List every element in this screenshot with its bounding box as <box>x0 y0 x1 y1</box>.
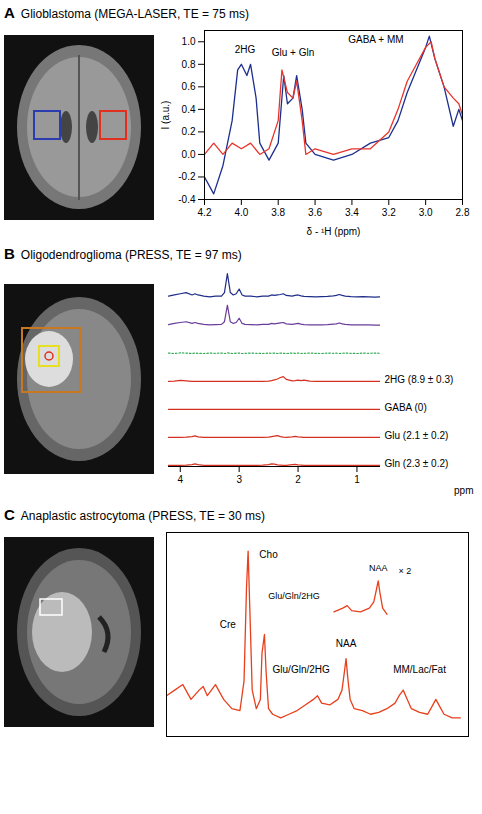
svg-text:MM/Lac/Fat: MM/Lac/Fat <box>393 664 446 675</box>
svg-text:3.0: 3.0 <box>419 207 433 218</box>
svg-text:Glu/Gln/2HG: Glu/Gln/2HG <box>273 664 330 675</box>
svg-text:1: 1 <box>354 474 360 485</box>
svg-text:0.6: 0.6 <box>182 81 196 92</box>
html-text:C Anaplastic astrocytoma (PRES: C Anaplastic astrocytoma (PRESS, TE = 30… <box>4 506 265 523</box>
svg-text:3.8: 3.8 <box>271 207 285 218</box>
svg-text:-0.4: -0.4 <box>178 194 196 205</box>
svg-text:2: 2 <box>295 474 301 485</box>
svg-text:× 2: × 2 <box>398 566 411 576</box>
svg-text:4.0: 4.0 <box>234 207 248 218</box>
svg-text:0.4: 0.4 <box>182 104 196 115</box>
svg-text:Glu/Gln/2HG: Glu/Gln/2HG <box>268 591 320 601</box>
svg-text:2HG: 2HG <box>235 44 256 55</box>
svg-text:-0.2: -0.2 <box>178 171 196 182</box>
svg-text:2HG (8.9 ± 0.3): 2HG (8.9 ± 0.3) <box>385 374 454 385</box>
svg-text:Cho: Cho <box>259 549 278 560</box>
svg-text:GABA (0): GABA (0) <box>385 402 427 413</box>
svg-text:3.6: 3.6 <box>308 207 322 218</box>
svg-text:3.4: 3.4 <box>345 207 359 218</box>
svg-text:Glu + Gln: Glu + Gln <box>272 47 315 58</box>
svg-text:δ - ¹H (ppm): δ - ¹H (ppm) <box>307 226 361 237</box>
svg-text:0.2: 0.2 <box>182 126 196 137</box>
svg-text:0.8: 0.8 <box>182 59 196 70</box>
html-text:B Oligodendroglioma (PRESS, TE: B Oligodendroglioma (PRESS, TE = 97 ms) <box>4 245 242 262</box>
svg-text:2.8: 2.8 <box>456 207 470 218</box>
svg-text:Cre: Cre <box>220 619 237 630</box>
svg-text:3.2: 3.2 <box>382 207 396 218</box>
svg-text:4.2: 4.2 <box>198 207 212 218</box>
svg-text:GABA + MM: GABA + MM <box>348 34 403 45</box>
svg-text:4: 4 <box>177 474 183 485</box>
svg-text:NAA: NAA <box>336 638 357 649</box>
svg-text:Glu (2.1 ± 0.2): Glu (2.1 ± 0.2) <box>385 430 449 441</box>
html-text:A Glioblastoma (MEGA-LASER, TE: A Glioblastoma (MEGA-LASER, TE = 75 ms) <box>4 4 249 21</box>
svg-text:I (a.u.): I (a.u.) <box>160 101 171 130</box>
svg-text:NAA: NAA <box>369 563 388 573</box>
svg-text:ppm: ppm <box>454 485 473 496</box>
svg-text:Gln (2.3 ± 0.2): Gln (2.3 ± 0.2) <box>385 458 449 469</box>
svg-text:1.0: 1.0 <box>182 36 196 47</box>
svg-text:0.0: 0.0 <box>182 149 196 160</box>
svg-text:3: 3 <box>236 474 242 485</box>
